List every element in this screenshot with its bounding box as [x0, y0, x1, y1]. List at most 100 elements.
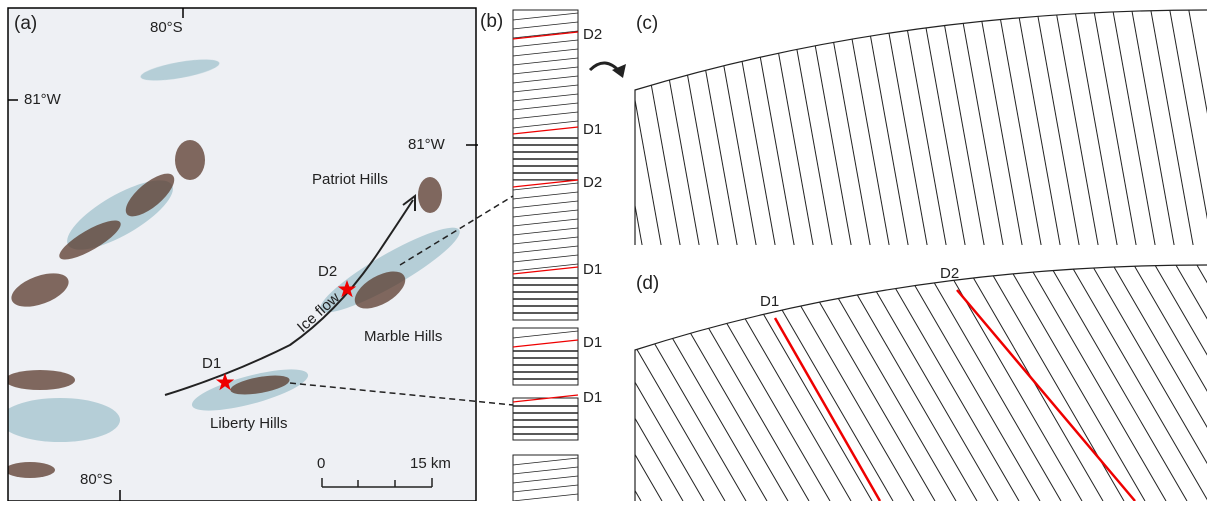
layer-line	[710, 265, 852, 501]
layer-line	[749, 10, 796, 245]
layer-line	[512, 466, 579, 475]
lon-label: 81°W	[408, 136, 446, 153]
layer-line	[512, 191, 579, 200]
layer-line	[1167, 10, 1207, 245]
layer-line	[996, 10, 1043, 245]
layer-line	[901, 10, 948, 245]
layer-line	[512, 84, 579, 93]
layer-line	[512, 182, 579, 191]
layer-line	[635, 265, 726, 501]
panel-label: (b)	[480, 11, 503, 32]
layer-line	[711, 10, 758, 245]
marker-label: D1	[583, 121, 602, 138]
layer-boundary	[773, 289, 1136, 502]
layer-line	[1053, 10, 1100, 245]
satellite-map	[8, 8, 476, 501]
layer-line	[1148, 10, 1195, 245]
layer-line	[1109, 265, 1207, 501]
layer-line	[768, 10, 815, 245]
layer-line	[512, 475, 579, 484]
marker-label: D1	[583, 261, 602, 278]
layer-line	[730, 10, 777, 245]
layer-line	[1151, 265, 1207, 501]
layer-line	[512, 48, 579, 57]
layer-line	[512, 245, 579, 254]
layer-line	[512, 200, 579, 209]
layer-line	[1034, 10, 1081, 245]
scale-bar	[321, 478, 433, 488]
marker-line	[512, 394, 579, 403]
scale-label: 15 km	[410, 455, 451, 472]
layer-line	[882, 10, 929, 245]
layer-line	[836, 265, 978, 501]
layer-line	[635, 265, 705, 501]
core-box	[512, 179, 579, 321]
layer-line	[635, 265, 684, 501]
place-label: Marble Hills	[364, 328, 442, 345]
layer-line	[815, 265, 957, 501]
layer-line	[512, 12, 579, 21]
connector-lines	[289, 195, 514, 406]
site-star	[337, 280, 357, 298]
core-outline	[634, 264, 1207, 501]
layer-line	[1015, 10, 1062, 245]
layer-line	[1072, 10, 1119, 245]
layer-line	[787, 10, 834, 245]
layer-line	[512, 227, 579, 236]
ice-flow-arrow	[164, 199, 414, 396]
layer-line	[939, 10, 986, 245]
layer-line	[512, 21, 579, 30]
core-box	[512, 327, 579, 386]
marker-label: D1	[760, 293, 779, 310]
lat-label: 80°S	[80, 471, 113, 488]
marker-line	[512, 126, 579, 135]
marker-label: D2	[940, 265, 959, 282]
layer-line	[512, 120, 579, 129]
layer-line	[806, 10, 853, 245]
layer-line	[1046, 265, 1188, 501]
layer-line	[1130, 265, 1207, 501]
layer-line	[635, 10, 644, 245]
marker-line	[512, 179, 579, 188]
core-columns: D2 D1 D2 D1 D1 D1	[512, 9, 602, 506]
layer-line	[920, 10, 967, 245]
arrow-head	[612, 64, 626, 78]
panel-label: (c)	[636, 13, 658, 34]
place-label: Patriot Hills	[312, 171, 388, 188]
layer-line	[635, 10, 682, 245]
layer-line	[1172, 265, 1207, 501]
layer-line	[512, 330, 579, 339]
layer-line	[958, 10, 1005, 245]
layer-line	[512, 236, 579, 245]
layer-line	[844, 10, 891, 245]
layer-line	[635, 10, 663, 245]
layer-line	[512, 111, 579, 120]
layer-line	[1186, 10, 1207, 245]
layer-line	[512, 457, 579, 466]
hatching	[635, 10, 1207, 245]
layer-line	[512, 493, 579, 502]
lat-label: 80°S	[150, 19, 183, 36]
graticule-ticks	[8, 8, 478, 501]
layer-line	[863, 10, 910, 245]
layer-line	[635, 265, 663, 501]
layer-line	[512, 209, 579, 218]
panel-label: (a)	[14, 13, 37, 34]
layer-line	[1004, 265, 1146, 501]
layer-line	[1088, 265, 1207, 501]
place-label: Liberty Hills	[210, 415, 288, 432]
marker-line	[512, 266, 579, 275]
layer-line	[512, 39, 579, 48]
layer-line	[977, 10, 1024, 245]
layer-line	[899, 265, 1041, 501]
layer-line	[512, 66, 579, 75]
scale-label: 0	[317, 455, 325, 472]
hatching	[635, 265, 1207, 501]
layer-line	[512, 93, 579, 102]
marker-label: D1	[583, 334, 602, 351]
layer-line	[673, 10, 720, 245]
layer-line	[773, 265, 915, 501]
marker-line	[512, 339, 579, 348]
layer-line	[654, 10, 701, 245]
